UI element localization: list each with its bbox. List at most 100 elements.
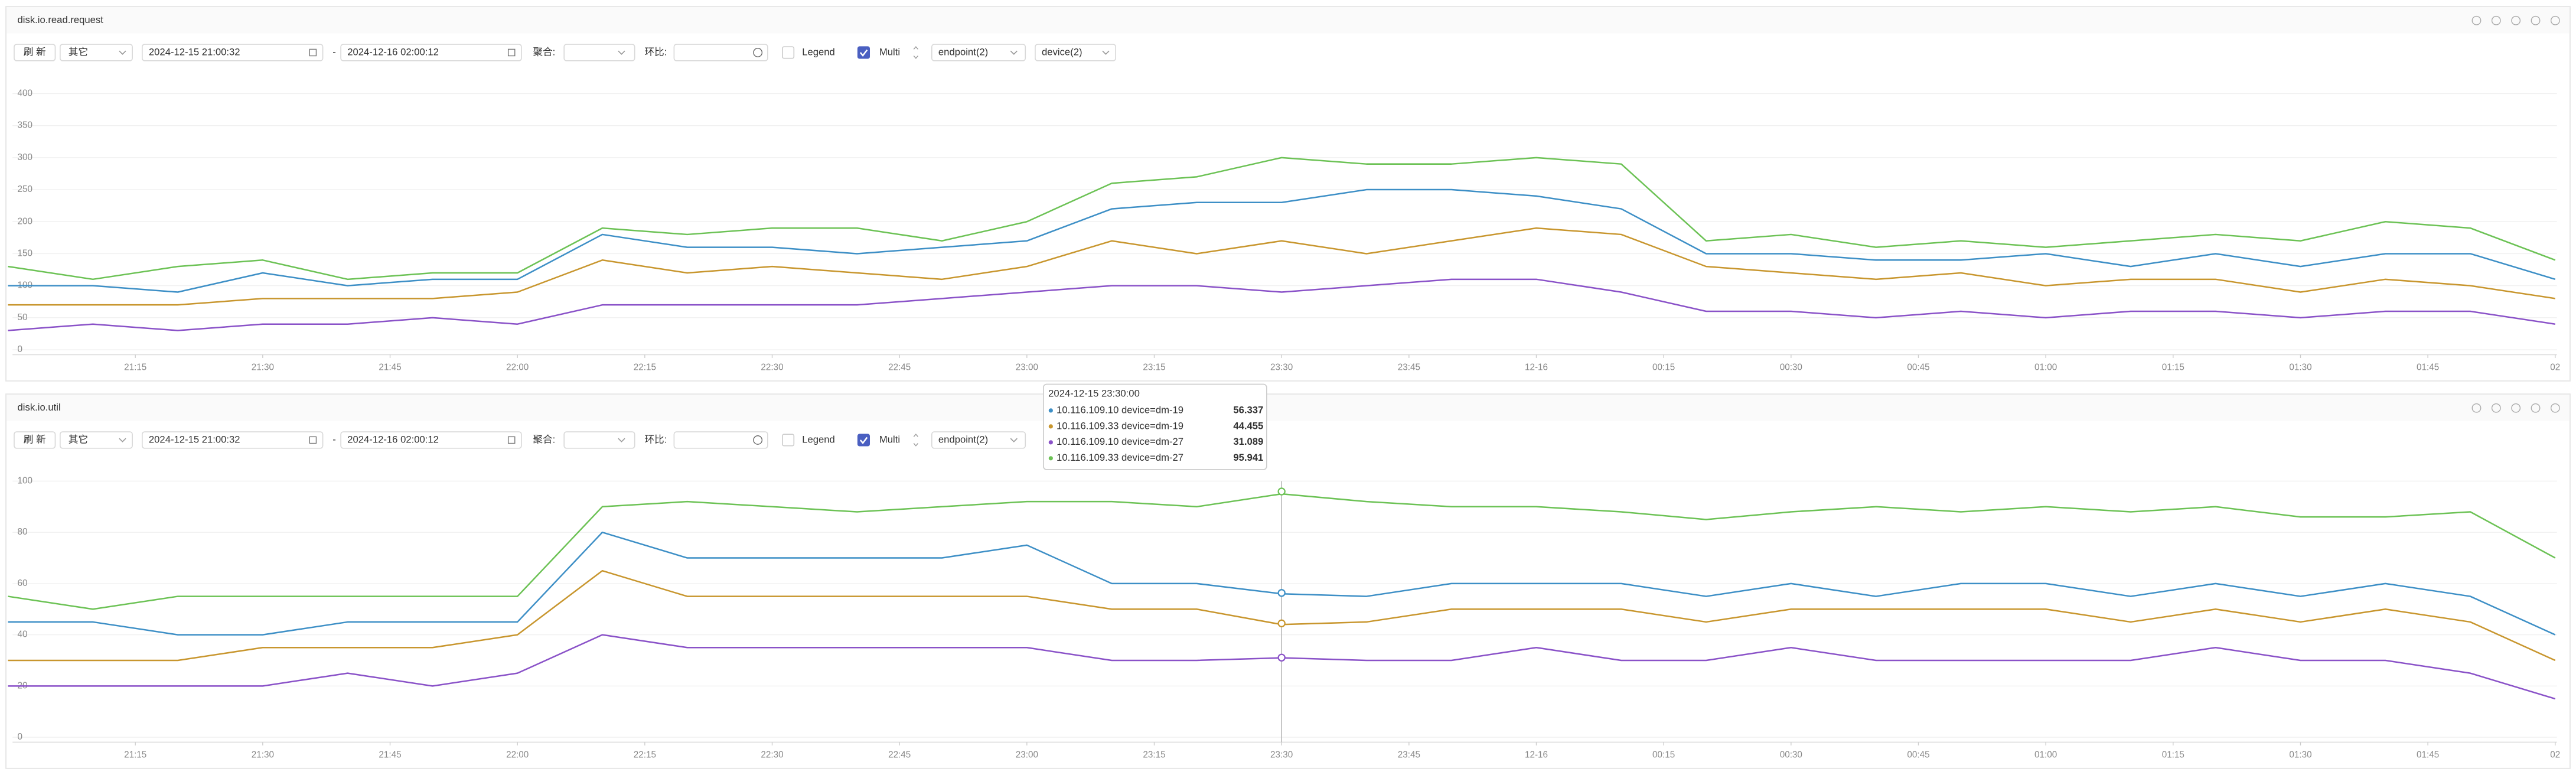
x-tick-label: 01:00 bbox=[2034, 750, 2057, 760]
series-line bbox=[8, 227, 2556, 306]
other-label: 其它 bbox=[69, 46, 88, 57]
panel-icon[interactable] bbox=[2531, 403, 2541, 413]
check bbox=[859, 437, 868, 444]
tooltip-dot bbox=[1048, 424, 1053, 429]
x-tick-label: 00:45 bbox=[1907, 750, 1929, 760]
ratio-input[interactable] bbox=[673, 431, 768, 449]
x-tick-label: 01:15 bbox=[2162, 750, 2184, 760]
panel-title: disk.io.read.request bbox=[18, 14, 104, 25]
other-select[interactable] bbox=[59, 431, 133, 449]
tooltip-value: 44.455 bbox=[1233, 420, 1263, 431]
panel-icon[interactable] bbox=[2511, 15, 2521, 25]
checkbox[interactable] bbox=[857, 434, 870, 447]
y-tick-label: 100 bbox=[18, 476, 32, 486]
y-tick-label: 400 bbox=[18, 88, 32, 98]
x-tick-label: 00:45 bbox=[1907, 363, 1929, 373]
x-tick-label: 23:30 bbox=[1270, 750, 1293, 760]
checkbox[interactable] bbox=[782, 46, 795, 59]
legend-label: Legend bbox=[802, 434, 835, 445]
x-tick-label: 22:45 bbox=[888, 363, 911, 373]
device-select[interactable] bbox=[1035, 44, 1116, 61]
x-tick-label: 23:45 bbox=[1398, 363, 1420, 373]
panel-icon[interactable] bbox=[2491, 403, 2501, 413]
panel-icon[interactable] bbox=[2550, 403, 2560, 413]
y-tick-label: 300 bbox=[18, 152, 32, 162]
panel-icon[interactable] bbox=[2511, 403, 2521, 413]
y-tick-label: 40 bbox=[18, 630, 28, 640]
caret bbox=[119, 50, 126, 55]
start-time: 2024-12-15 21:00:32 bbox=[149, 46, 240, 57]
caret bbox=[1010, 438, 1018, 442]
x-tick-label: 23:00 bbox=[1016, 750, 1038, 760]
x-tick-label: 12-16 bbox=[1525, 363, 1548, 373]
panel-icon[interactable] bbox=[2491, 15, 2501, 25]
tooltip-dot bbox=[1048, 440, 1053, 445]
tooltip-series: 10.116.109.33 device=dm-19 bbox=[1057, 420, 1183, 431]
x-tick-label: 23:45 bbox=[1398, 750, 1420, 760]
endpoint-select[interactable] bbox=[931, 44, 1026, 61]
panel-icon[interactable] bbox=[2471, 15, 2482, 25]
tooltip-value: 31.089 bbox=[1233, 436, 1263, 447]
caret bbox=[618, 438, 625, 442]
caret bbox=[618, 50, 625, 55]
tooltip-series: 10.116.109.33 device=dm-27 bbox=[1057, 452, 1183, 463]
panel-header bbox=[6, 7, 2570, 34]
tooltip-value: 56.337 bbox=[1233, 404, 1263, 415]
agg-select[interactable] bbox=[563, 431, 635, 449]
ratio-input[interactable] bbox=[673, 44, 768, 61]
calendar-icon bbox=[309, 436, 317, 444]
caret bbox=[1010, 50, 1018, 55]
x-tick-label: 01:45 bbox=[2417, 363, 2439, 373]
tooltip-series: 10.116.109.10 device=dm-19 bbox=[1057, 404, 1183, 415]
y-tick-label: 250 bbox=[18, 184, 32, 194]
x-tick-label: 00:30 bbox=[1780, 363, 1802, 373]
x-tick-label: 00:30 bbox=[1780, 750, 1802, 760]
x-tick-label: 12-16 bbox=[1525, 750, 1548, 760]
x-tick-label: 22:45 bbox=[888, 750, 911, 760]
refresh-label: 刷 新 bbox=[24, 46, 46, 57]
x-tick-label: 22:00 bbox=[506, 363, 529, 373]
panel-icon[interactable] bbox=[2550, 15, 2560, 25]
panel-icon[interactable] bbox=[2531, 15, 2541, 25]
series-line bbox=[8, 278, 2556, 331]
x-tick-label: 01:00 bbox=[2034, 363, 2057, 373]
other-label: 其它 bbox=[69, 434, 88, 445]
panel-icon[interactable] bbox=[2471, 403, 2482, 413]
hover-point bbox=[1277, 653, 1286, 662]
x-tick-label: 23:15 bbox=[1143, 750, 1165, 760]
endpoint-select[interactable] bbox=[931, 431, 1026, 449]
x-tick-label: 21:15 bbox=[124, 363, 146, 373]
agg-select[interactable] bbox=[563, 44, 635, 61]
sort-icon bbox=[913, 434, 918, 447]
legend-label: Legend bbox=[802, 46, 835, 57]
range-separator: - bbox=[332, 434, 336, 445]
refresh-button[interactable] bbox=[14, 44, 56, 61]
tooltip-time: 2024-12-15 23:30:00 bbox=[1048, 388, 1140, 399]
y-tick-label: 80 bbox=[18, 527, 28, 537]
end-input[interactable] bbox=[340, 44, 522, 61]
checkbox[interactable] bbox=[782, 434, 795, 447]
x-tick-label: 00:15 bbox=[1652, 750, 1675, 760]
x-tick-label: 02 bbox=[2550, 750, 2560, 760]
panel-title: disk.io.util bbox=[18, 402, 61, 413]
x-tick-label: 02 bbox=[2550, 363, 2560, 373]
end-input[interactable] bbox=[340, 431, 522, 449]
add-icon[interactable] bbox=[753, 435, 763, 445]
check bbox=[859, 49, 868, 57]
x-tick-label: 21:15 bbox=[124, 750, 146, 760]
x-tick-label: 01:30 bbox=[2289, 363, 2311, 373]
agg-label: 聚合: bbox=[533, 434, 555, 445]
start-input[interactable] bbox=[141, 44, 324, 61]
start-input[interactable] bbox=[141, 431, 324, 449]
ratio-label: 环比: bbox=[644, 434, 667, 445]
x-tick-label: 23:15 bbox=[1143, 363, 1165, 373]
x-tick-label: 22:30 bbox=[761, 750, 783, 760]
device-label: device(2) bbox=[1042, 46, 1082, 57]
y-tick-label: 0 bbox=[18, 344, 22, 354]
checkbox[interactable] bbox=[857, 46, 870, 59]
other-select[interactable] bbox=[59, 44, 133, 61]
add-icon[interactable] bbox=[753, 48, 763, 57]
multi-label: Multi bbox=[879, 46, 900, 57]
refresh-button[interactable] bbox=[14, 431, 56, 449]
